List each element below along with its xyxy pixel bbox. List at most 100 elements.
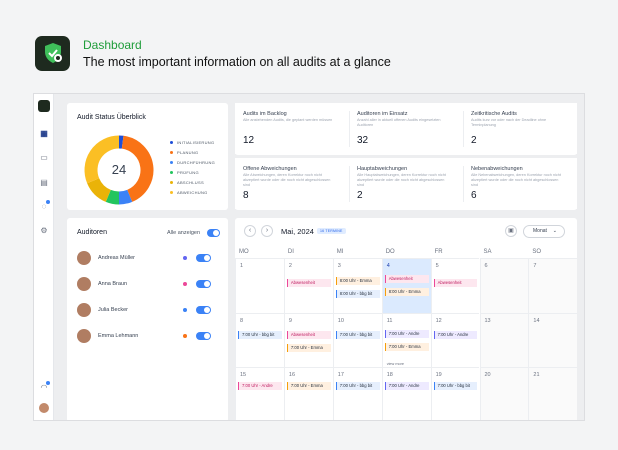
calendar-day-cell[interactable]: 5 Abwesenheit — [430, 258, 480, 313]
stats-card: Offene Abweichungen Alle Abweichungen, d… — [235, 158, 577, 210]
day-number: 7 — [533, 263, 537, 269]
side-rail: ▦ ▭ ▤ ◌ ⚙ ◠ — [34, 94, 54, 420]
calendar-day-cell[interactable]: 11 7:00 Uhr - Andre 7:00 Uhr - Emma view mo… — [381, 312, 431, 367]
day-number: 15 — [240, 372, 247, 378]
calendar-day-cell[interactable]: 14 — [528, 312, 577, 367]
calendar-event[interactable]: Abwesenheit — [286, 279, 331, 287]
auditors-card: Auditoren Alle anzeigen Andreas Müller A… — [67, 218, 228, 420]
auditor-row[interactable]: Andreas Müller — [77, 250, 222, 266]
calendar-event[interactable]: 7:00 Uhr - bbg bit — [433, 382, 478, 390]
stat-value: 2 — [471, 135, 477, 146]
calendar-day-cell[interactable]: 16 7:00 Uhr - Emma — [283, 367, 333, 420]
stat-tile[interactable]: Auditoren im Einsatz Anzahl aller in akt… — [349, 103, 463, 154]
calendar-day-cell[interactable]: 9 Abwesenheit 7:00 Uhr - Emma — [283, 312, 333, 367]
id-card-icon[interactable]: ▤ — [40, 178, 48, 187]
hero-subtitle: The most important information on all au… — [83, 54, 391, 69]
day-number: 2 — [288, 263, 292, 269]
auditor-row[interactable]: Julia Becker — [77, 302, 222, 318]
stat-description: Audits kurz vor oder nach der Deadline o… — [471, 118, 547, 127]
calendar-header: ‹ › Mai, 2024 16 TERMINE ▣ Monat ⌄ — [235, 218, 577, 244]
rail-logo[interactable] — [38, 100, 50, 112]
user-avatar[interactable] — [38, 402, 50, 414]
stat-tile[interactable]: Audits im Backlog Alle anstehenden Audit… — [235, 103, 349, 154]
calendar-event[interactable]: 7:00 Uhr - Emma — [286, 343, 331, 352]
calendar-day-cell[interactable]: 15 7:00 Uhr - Andre — [235, 367, 284, 420]
calendar-day-cell[interactable]: 21 — [528, 367, 577, 420]
calendar-icon[interactable]: ▭ — [40, 153, 48, 162]
calendar-day-cell[interactable]: 17 7:00 Uhr - bbg bit — [332, 367, 382, 420]
legend-label: ABWEICHUNG — [177, 189, 208, 195]
calendar-day-cell[interactable]: 20 — [479, 367, 529, 420]
donut-slice-prüfung — [105, 189, 120, 205]
view-select[interactable]: Monat ⌄ — [523, 225, 565, 238]
bell-notification-dot — [46, 381, 50, 385]
calendar-day-cell[interactable]: 18 7:00 Uhr - Andre — [381, 367, 431, 420]
stat-value: 2 — [357, 190, 363, 201]
legend-label: DURCHFÜHRUNG — [177, 159, 216, 165]
calendar-event[interactable]: 7:00 Uhr - bbg bit — [335, 330, 380, 339]
calendar-day-cell[interactable]: 1 — [235, 258, 284, 313]
day-number: 4 — [386, 263, 390, 269]
calendar-day-cell[interactable]: 2 Abwesenheit — [283, 258, 333, 313]
settings-icon[interactable]: ⚙ — [40, 226, 48, 235]
day-number: 11 — [386, 317, 393, 324]
next-month-button[interactable]: › — [261, 225, 273, 237]
calendar-day-cell[interactable]: 10 7:00 Uhr - bbg bit — [332, 312, 382, 367]
calendar-event[interactable]: 7:00 Uhr - bbg bit — [238, 330, 282, 339]
legend-label: PRÜFUNG — [177, 169, 199, 175]
calendar-event[interactable]: 7:00 Uhr - bbg bit — [335, 382, 380, 390]
calendar-day-cell[interactable]: 3 8:00 Uhr - Emma 8:00 Uhr - bbg bit — [332, 258, 382, 313]
prev-month-button[interactable]: ‹ — [244, 225, 256, 237]
day-number: 16 — [288, 372, 296, 378]
calendar-event[interactable]: 8:00 Uhr - Emma — [335, 277, 380, 285]
calendar-day-cell[interactable]: 7 — [528, 258, 577, 313]
chat-icon[interactable]: ◌ — [41, 202, 47, 211]
stat-tile[interactable]: Hauptabweichungen Alle Hauptabweichungen… — [349, 158, 463, 209]
calendar-event[interactable]: Abwesenheit — [433, 279, 478, 287]
donut-slice-durchführung — [118, 189, 133, 205]
calendar-day-cell[interactable]: 8 7:00 Uhr - bbg bit — [235, 312, 284, 367]
stat-tile[interactable]: Offene Abweichungen Alle Abweichungen, d… — [235, 158, 349, 209]
grid-icon[interactable]: ▦ — [40, 129, 48, 138]
calendar-event[interactable]: 7:00 Uhr - Andre — [384, 329, 429, 338]
day-number: 14 — [533, 317, 540, 324]
calendar-grid: MO DI MI DO FR SA SO 1 2 Abwesenheit 3 8:00 Uhr - E… — [235, 244, 577, 420]
calendar-day-cell[interactable]: 13 — [479, 312, 529, 367]
weekday-header: MO — [239, 249, 249, 255]
auditor-row[interactable]: Anna Braun — [77, 276, 222, 292]
calendar-day-cell[interactable]: 6 — [479, 258, 529, 313]
stat-value: 6 — [471, 190, 477, 201]
stat-description: Anzahl aller in aktuell offenen Audits e… — [357, 118, 441, 127]
calendar-event[interactable]: 7:00 Uhr - Andre — [384, 382, 429, 390]
day-number: 21 — [533, 372, 540, 378]
legend-item: DURCHFÜHRUNG — [170, 157, 215, 167]
calendar-event[interactable]: Abwesenheit — [286, 330, 331, 339]
bell-icon[interactable]: ◠ — [40, 383, 48, 392]
calendar-day-cell[interactable]: 12 7:00 Uhr - Andre — [430, 312, 480, 367]
day-number: 8 — [240, 317, 244, 324]
show-all-toggle[interactable] — [207, 229, 220, 237]
view-more-link[interactable]: view more — [386, 361, 404, 366]
app-logo — [35, 35, 70, 71]
auditor-row[interactable]: Emma Lehmann — [77, 328, 222, 344]
calendar-event[interactable]: 7:00 Uhr - Emma — [384, 342, 429, 351]
stat-value: 32 — [357, 135, 369, 146]
stat-tile[interactable]: Zeitkritische Audits Audits kurz vor ode… — [463, 103, 577, 154]
day-number: 6 — [484, 263, 488, 269]
auditor-toggle[interactable] — [196, 280, 211, 288]
calendar-today-button[interactable]: ▣ — [505, 225, 517, 237]
stat-description: Alle Abweichungen, deren Korrektur noch … — [243, 173, 331, 187]
auditor-toggle[interactable] — [196, 254, 211, 262]
stat-tile[interactable]: Nebenabweichungen Alle Nebenabweichungen… — [463, 158, 577, 209]
auditor-color-dot — [183, 308, 187, 312]
calendar-event[interactable]: 7:00 Uhr - Emma — [286, 382, 331, 390]
calendar-event[interactable]: 7:00 Uhr - Andre — [238, 382, 282, 390]
calendar-day-cell[interactable]: 19 7:00 Uhr - bbg bit — [430, 367, 480, 420]
calendar-event[interactable]: 7:00 Uhr - Andre — [433, 330, 478, 339]
calendar-event[interactable]: Abwesenheit — [384, 275, 429, 283]
calendar-day-cell[interactable]: 4 Abwesenheit 8:00 Uhr - Emma — [381, 258, 431, 313]
calendar-event[interactable]: 8:00 Uhr - Emma — [384, 288, 429, 296]
calendar-event[interactable]: 8:00 Uhr - bbg bit — [335, 290, 380, 298]
auditor-toggle[interactable] — [196, 306, 211, 314]
auditor-toggle[interactable] — [196, 332, 211, 340]
